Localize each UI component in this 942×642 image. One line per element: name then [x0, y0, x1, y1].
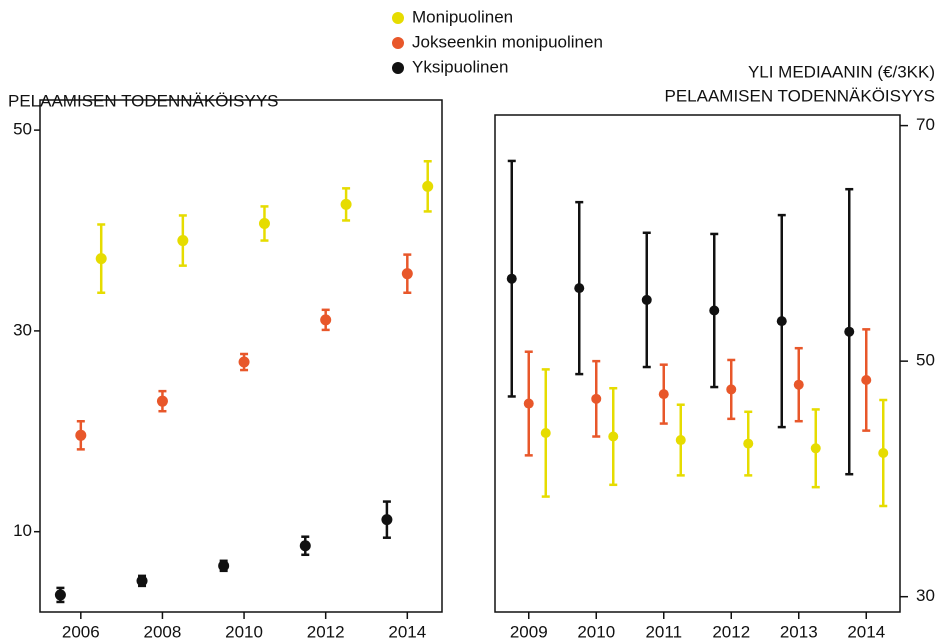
y-axis-label: YLI MEDIAANIN (€/3KK): [748, 62, 935, 81]
x-tick-label: 2014: [847, 622, 885, 641]
legend-label: Jokseenkin monipuolinen: [412, 32, 603, 51]
data-point: [54, 589, 66, 601]
data-point: [675, 435, 686, 446]
data-point: [95, 253, 107, 265]
data-point: [320, 314, 332, 326]
data-point: [793, 379, 804, 390]
plot-frame: [39, 99, 443, 613]
data-point: [709, 305, 720, 316]
x-tick-label: 2012: [307, 622, 345, 641]
x-tick-label: 2010: [577, 622, 615, 641]
y-tick-label: 50: [916, 351, 935, 370]
y-axis-label: PELAAMISEN TODENNÄKÖISYYS: [664, 86, 935, 105]
legend-marker: [392, 62, 404, 74]
legend-label: Yksipuolinen: [412, 57, 508, 76]
y-tick-label: 50: [13, 120, 32, 139]
x-tick-label: 2008: [144, 622, 182, 641]
data-point: [136, 575, 148, 587]
data-point: [743, 438, 754, 449]
data-point: [381, 514, 393, 526]
x-tick-label: 2011: [645, 622, 682, 641]
data-point: [401, 268, 413, 280]
data-point: [218, 560, 230, 572]
data-point: [776, 316, 787, 327]
data-point: [75, 429, 87, 441]
x-tick-label: 2009: [510, 622, 548, 641]
data-point: [506, 273, 517, 284]
data-point: [258, 217, 270, 229]
data-point: [540, 427, 551, 438]
data-point: [340, 198, 352, 210]
y-tick-label: 10: [13, 521, 32, 540]
legend-label: Monipuolinen: [412, 7, 513, 26]
y-tick-label: 70: [916, 115, 935, 134]
data-point: [238, 356, 250, 368]
data-point: [810, 443, 821, 454]
x-tick-label: 2013: [780, 622, 818, 641]
data-point: [844, 326, 855, 337]
data-point: [299, 540, 311, 552]
data-point: [861, 374, 872, 385]
data-point: [641, 294, 652, 305]
data-point: [523, 398, 534, 409]
data-point: [156, 395, 168, 407]
data-point: [422, 180, 434, 192]
y-axis-label: PELAAMISEN TODENNÄKÖISYYS: [8, 91, 279, 110]
plot-frame: [494, 114, 901, 613]
legend-marker: [392, 12, 404, 24]
data-point: [658, 389, 669, 400]
data-point: [878, 448, 889, 459]
data-point: [726, 384, 737, 395]
x-tick-label: 2010: [225, 622, 263, 641]
x-tick-label: 2006: [62, 622, 100, 641]
data-point: [608, 431, 619, 442]
y-tick-label: 30: [916, 586, 935, 605]
data-point: [177, 235, 189, 247]
y-tick-label: 30: [13, 320, 32, 339]
data-point: [574, 283, 585, 294]
x-tick-label: 2012: [712, 622, 750, 641]
legend-marker: [392, 37, 404, 49]
x-tick-label: 2014: [388, 622, 426, 641]
data-point: [591, 393, 602, 404]
